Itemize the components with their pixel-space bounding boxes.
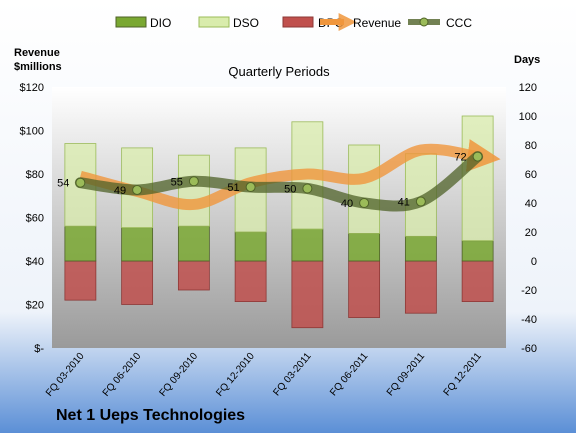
dio-bar — [291, 228, 324, 262]
dpo-bar — [177, 260, 210, 291]
legend-label-ccc: CCC — [446, 16, 472, 30]
left-tick-label: $60 — [26, 213, 44, 225]
ccc-data-label: 55 — [171, 176, 183, 188]
ccc-point — [245, 182, 256, 193]
legend-item-ccc: CCC — [408, 16, 472, 30]
plot-area — [52, 87, 506, 348]
ccc-point — [359, 198, 370, 208]
left-tick-label: $- — [34, 343, 44, 355]
right-tick-label: 100 — [519, 111, 537, 123]
legend-label-revenue: Revenue — [353, 16, 401, 30]
dso-bar — [177, 154, 210, 227]
left-axis: $- $20 $40 $60 $80 $100 $120 — [20, 82, 45, 355]
ccc-data-label: 50 — [284, 184, 296, 196]
ccc-data-label: 40 — [341, 198, 353, 210]
dpo-bar — [461, 260, 494, 302]
dio-bar — [121, 227, 154, 262]
chart-title: Quarterly Periods — [228, 64, 330, 79]
legend-item-dio: DIO — [115, 16, 171, 30]
right-tick-label: 80 — [525, 140, 537, 152]
legend-label-dso: DSO — [233, 16, 259, 30]
right-tick-label: 20 — [525, 227, 537, 239]
dpo-bar — [291, 260, 324, 329]
dpo-bar — [234, 260, 267, 302]
bar-series — [64, 115, 494, 329]
ccc-point — [472, 151, 483, 162]
left-tick-label: $20 — [26, 300, 44, 312]
dpo-bar — [348, 260, 381, 318]
dso-bar — [348, 144, 381, 234]
ccc-data-label: 72 — [454, 152, 466, 164]
right-tick-label: -40 — [521, 314, 537, 326]
dio-bar — [234, 231, 267, 262]
right-tick-label: 40 — [525, 198, 537, 210]
right-axis-title: Days — [514, 54, 540, 66]
right-tick-label: 60 — [525, 169, 537, 181]
right-tick-label: -60 — [521, 343, 537, 355]
left-tick-label: $40 — [26, 256, 44, 268]
legend-item-dso: DSO — [198, 16, 259, 30]
ccc-data-label: 49 — [114, 185, 126, 197]
ccc-point — [415, 196, 426, 207]
legend: DIO DSO DPO Revenue CCC — [115, 13, 472, 31]
dso-bar — [461, 115, 494, 242]
legend-label-dio: DIO — [150, 16, 171, 30]
right-tick-label: -20 — [521, 285, 537, 297]
legend-item-revenue: Revenue — [320, 13, 401, 31]
ccc-data-label: 41 — [398, 197, 410, 209]
ccc-point — [132, 184, 143, 195]
left-tick-label: $80 — [26, 169, 44, 181]
ccc-data-label: 51 — [227, 182, 239, 194]
ccc-series: 54 49 55 51 50 40 41 72 — [57, 151, 484, 212]
right-axis: -60 -40 -20 0 20 40 60 80 100 120 — [519, 82, 537, 355]
company-name: Net 1 Ueps Technologies — [56, 407, 245, 424]
ccc-point — [75, 177, 86, 188]
dio-bar — [348, 233, 381, 262]
dpo-bar — [121, 260, 154, 305]
dpo-bar — [404, 260, 437, 314]
left-tick-label: $100 — [20, 126, 44, 138]
left-axis-title-line1: Revenue — [14, 47, 60, 59]
left-tick-label: $120 — [20, 82, 44, 94]
left-axis-title-line2: $millions — [14, 61, 62, 73]
ccc-point — [302, 183, 313, 194]
dio-bar — [404, 235, 437, 262]
ccc-point — [188, 176, 199, 187]
dio-bar — [461, 240, 494, 262]
ccc-data-label: 54 — [57, 178, 69, 190]
dio-bar — [64, 225, 97, 262]
right-tick-label: 0 — [531, 256, 537, 268]
dpo-bar — [64, 260, 97, 301]
right-tick-label: 120 — [519, 82, 537, 94]
dio-bar — [177, 225, 210, 262]
